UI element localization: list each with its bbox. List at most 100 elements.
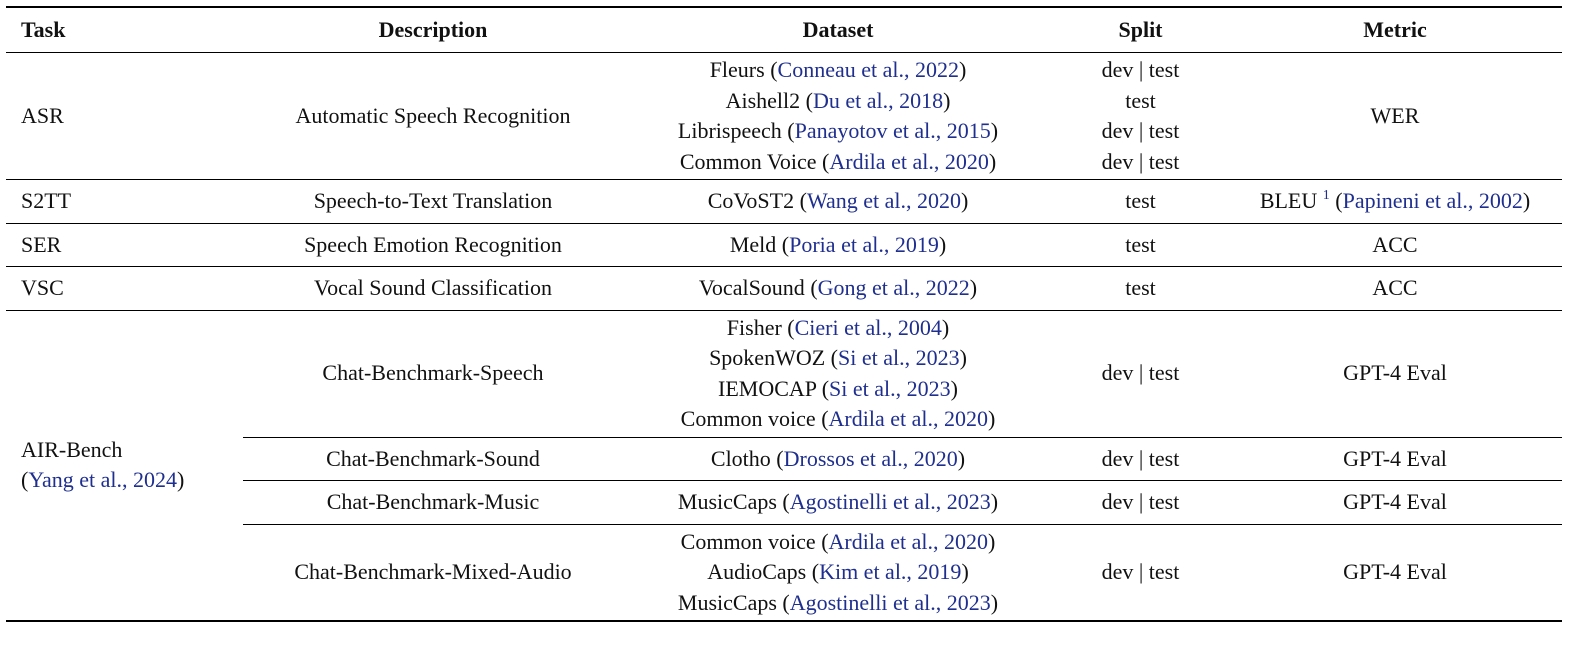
dataset-entry: Common voice (Ardila et al., 2020)	[680, 528, 996, 554]
dataset-entry: Fleurs (Conneau et al., 2022)	[709, 57, 967, 82]
split-value: test	[1125, 87, 1156, 113]
split-cell: dev | test test dev | test dev | test	[1053, 52, 1228, 180]
dataset-entry: Common voice (Ardila et al., 2020)	[680, 406, 996, 431]
metric-cell: GPT-4 Eval	[1228, 524, 1562, 622]
citation-link[interactable]: Du et al., 2018	[812, 87, 944, 113]
citation-link[interactable]: Kim et al., 2019	[819, 559, 962, 584]
citation-link[interactable]: Papineni et al., 2002	[1342, 188, 1523, 213]
footnote-marker[interactable]: 1	[1322, 188, 1330, 203]
dataset-name: MusicCaps	[677, 589, 777, 615]
metric-cell: GPT-4 Eval	[1228, 310, 1562, 438]
dataset-name: SpokenWOZ	[709, 345, 826, 370]
dataset-cell: Fleurs (Conneau et al., 2022) Aishell2 (…	[623, 52, 1053, 180]
table-row-air-music: Chat-Benchmark-Music MusicCaps (Agostine…	[6, 480, 1562, 525]
description-cell: Chat-Benchmark-Music	[243, 480, 623, 525]
task-citation: (Yang et al., 2024)	[21, 467, 185, 493]
split-cell: dev | test	[1053, 480, 1228, 525]
citation-link[interactable]: Agostinelli et al., 2023	[789, 489, 991, 514]
table-row-air-mixed: Chat-Benchmark-Mixed-Audio Common voice …	[6, 524, 1562, 622]
description-cell: Chat-Benchmark-Speech	[243, 310, 623, 438]
dataset-name: AudioCaps	[707, 559, 807, 584]
split-value: dev | test	[1101, 118, 1180, 143]
dataset-name: MusicCaps	[677, 489, 777, 514]
split-value: dev | test	[1101, 57, 1180, 82]
dataset-entry: Aishell2 (Du et al., 2018)	[725, 87, 951, 113]
header-split: Split	[1053, 6, 1228, 53]
dataset-cell: Meld (Poria et al., 2019)	[623, 223, 1053, 267]
task-name: AIR-Bench	[21, 436, 123, 462]
metric-cell: GPT-4 Eval	[1228, 437, 1562, 481]
task-cell: VSC	[6, 266, 243, 311]
dataset-name: Common Voice	[679, 148, 817, 174]
dataset-entry: Common Voice (Ardila et al., 2020)	[679, 148, 997, 174]
metric-cell: GPT-4 Eval	[1228, 480, 1562, 525]
citation-link[interactable]: Si et al., 2023	[837, 345, 960, 370]
task-cell: S2TT	[6, 179, 243, 224]
split-cell: test	[1053, 223, 1228, 267]
benchmark-table: Task Description Dataset Split Metric AS…	[6, 6, 1562, 622]
dataset-name: Aishell2	[725, 87, 801, 113]
description-cell: Speech-to-Text Translation	[243, 179, 623, 224]
table-row-asr: ASR Automatic Speech Recognition Fleurs …	[6, 52, 1562, 180]
table-row-ser: SER Speech Emotion Recognition Meld (Por…	[6, 223, 1562, 267]
citation-link[interactable]: Si et al., 2023	[829, 375, 951, 401]
citation-link[interactable]: Drossos et al., 2020	[783, 445, 958, 471]
citation-link[interactable]: Wang et al., 2020	[806, 188, 961, 213]
dataset-name: VocalSound	[698, 275, 805, 300]
task-cell: SER	[6, 223, 243, 267]
header-description: Description	[243, 6, 623, 53]
header-metric: Metric	[1228, 6, 1562, 53]
dataset-entry: AudioCaps (Kim et al., 2019)	[707, 559, 969, 584]
metric-cell: ACC	[1228, 266, 1562, 311]
table-row-air-sound: Chat-Benchmark-Sound Clotho (Drossos et …	[6, 437, 1562, 481]
dataset-entry: Librispeech (Panayotov et al., 2015)	[677, 118, 999, 143]
table-row-vsc: VSC Vocal Sound Classification VocalSoun…	[6, 266, 1562, 311]
header-task: Task	[6, 6, 243, 53]
split-cell: dev | test	[1053, 310, 1228, 438]
citation-link[interactable]: Ardila et al., 2020	[828, 406, 988, 431]
citation-link[interactable]: Agostinelli et al., 2023	[789, 589, 991, 615]
citation-link[interactable]: Gong et al., 2022	[817, 275, 970, 300]
citation-link[interactable]: Poria et al., 2019	[789, 231, 939, 257]
table-row-air-speech: AIR-Bench (Yang et al., 2024) Chat-Bench…	[6, 310, 1562, 622]
dataset-name: Fleurs	[709, 57, 765, 82]
dataset-cell: CoVoST2 (Wang et al., 2020)	[623, 179, 1053, 224]
description-cell: Vocal Sound Classification	[243, 266, 623, 311]
dataset-cell: Fisher (Cieri et al., 2004) SpokenWOZ (S…	[623, 310, 1053, 438]
dataset-name: Clotho	[710, 445, 771, 471]
dataset-cell: MusicCaps (Agostinelli et al., 2023)	[623, 480, 1053, 525]
citation-link[interactable]: Ardila et al., 2020	[829, 148, 989, 174]
split-cell: test	[1053, 179, 1228, 224]
citation-link[interactable]: Yang et al., 2024	[28, 467, 178, 493]
dataset-name: Common voice	[680, 528, 816, 554]
dataset-name: Librispeech	[677, 118, 782, 143]
description-cell: Automatic Speech Recognition	[243, 52, 623, 180]
dataset-name: Fisher	[726, 314, 782, 340]
task-cell: ASR	[6, 52, 243, 180]
citation-link[interactable]: Panayotov et al., 2015	[794, 118, 991, 143]
metric-cell: ACC	[1228, 223, 1562, 267]
header-dataset: Dataset	[623, 6, 1053, 53]
task-cell: AIR-Bench (Yang et al., 2024)	[6, 310, 243, 622]
metric-cell: BLEU 1 (Papineni et al., 2002)	[1228, 179, 1562, 224]
dataset-cell: Common voice (Ardila et al., 2020) Audio…	[623, 524, 1053, 622]
citation-link[interactable]: Cieri et al., 2004	[794, 314, 942, 340]
citation-link[interactable]: Ardila et al., 2020	[828, 528, 988, 554]
dataset-entry: Fisher (Cieri et al., 2004)	[726, 314, 950, 340]
description-cell: Chat-Benchmark-Mixed-Audio	[243, 524, 623, 622]
dataset-name: CoVoST2	[707, 188, 795, 213]
split-value: dev | test	[1101, 148, 1180, 174]
split-cell: test	[1053, 266, 1228, 311]
table-row-s2tt: S2TT Speech-to-Text Translation CoVoST2 …	[6, 179, 1562, 224]
dataset-name: Common voice	[680, 406, 816, 431]
split-cell: dev | test	[1053, 437, 1228, 481]
dataset-entry: SpokenWOZ (Si et al., 2023)	[709, 345, 967, 370]
dataset-cell: VocalSound (Gong et al., 2022)	[623, 266, 1053, 311]
metric-name: BLEU	[1259, 188, 1318, 213]
citation-link[interactable]: Conneau et al., 2022	[777, 57, 959, 82]
description-cell: Chat-Benchmark-Sound	[243, 437, 623, 481]
dataset-entry: IEMOCAP (Si et al., 2023)	[718, 375, 958, 401]
description-cell: Speech Emotion Recognition	[243, 223, 623, 267]
dataset-name: Meld	[729, 231, 777, 257]
header-row: Task Description Dataset Split Metric	[6, 6, 1562, 53]
